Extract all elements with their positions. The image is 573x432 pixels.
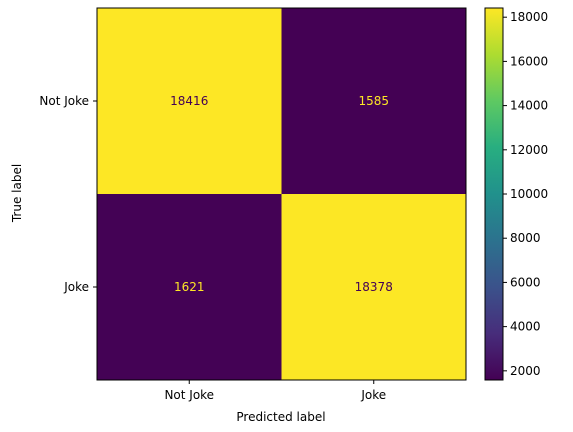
colorbar: 2000 4000 6000 8000 10000 12000 14000 16000 1800… [484,7,548,381]
cell-value-label: 18378 [355,280,393,294]
colorbar-tick-label: 14000 [510,99,548,113]
colorbar-tick-label: 10000 [510,187,548,201]
matrix-area: 18416 1585 1621 18378 Not Joke Joke Not Joke Jo… [39,7,467,402]
colorbar-gradient [484,7,504,381]
y-tick-label: Joke [63,280,89,294]
colorbar-tick-label: 4000 [510,320,541,334]
colorbar-tick-label: 16000 [510,54,548,68]
x-axis-label: Predicted label [236,410,325,424]
matrix-cell [97,194,282,380]
cell-value-label: 1585 [358,94,389,108]
matrix-cell [97,8,282,194]
matrix-frame [96,7,467,381]
y-tick-label: Not Joke [39,94,89,108]
y-axis-label: True label [10,164,24,223]
matrix-cell [281,194,466,380]
x-tick-label: Not Joke [164,388,214,402]
colorbar-tick-label: 8000 [510,231,541,245]
colorbar-tick-label: 12000 [510,143,548,157]
matrix-cell [281,8,466,194]
x-tick-label: Joke [360,388,386,402]
cell-value-label: 18416 [170,94,208,108]
colorbar-tick-label: 6000 [510,275,541,289]
cell-value-label: 1621 [174,280,205,294]
colorbar-tick-label: 2000 [510,364,541,378]
colorbar-tick-label: 18000 [510,10,548,24]
